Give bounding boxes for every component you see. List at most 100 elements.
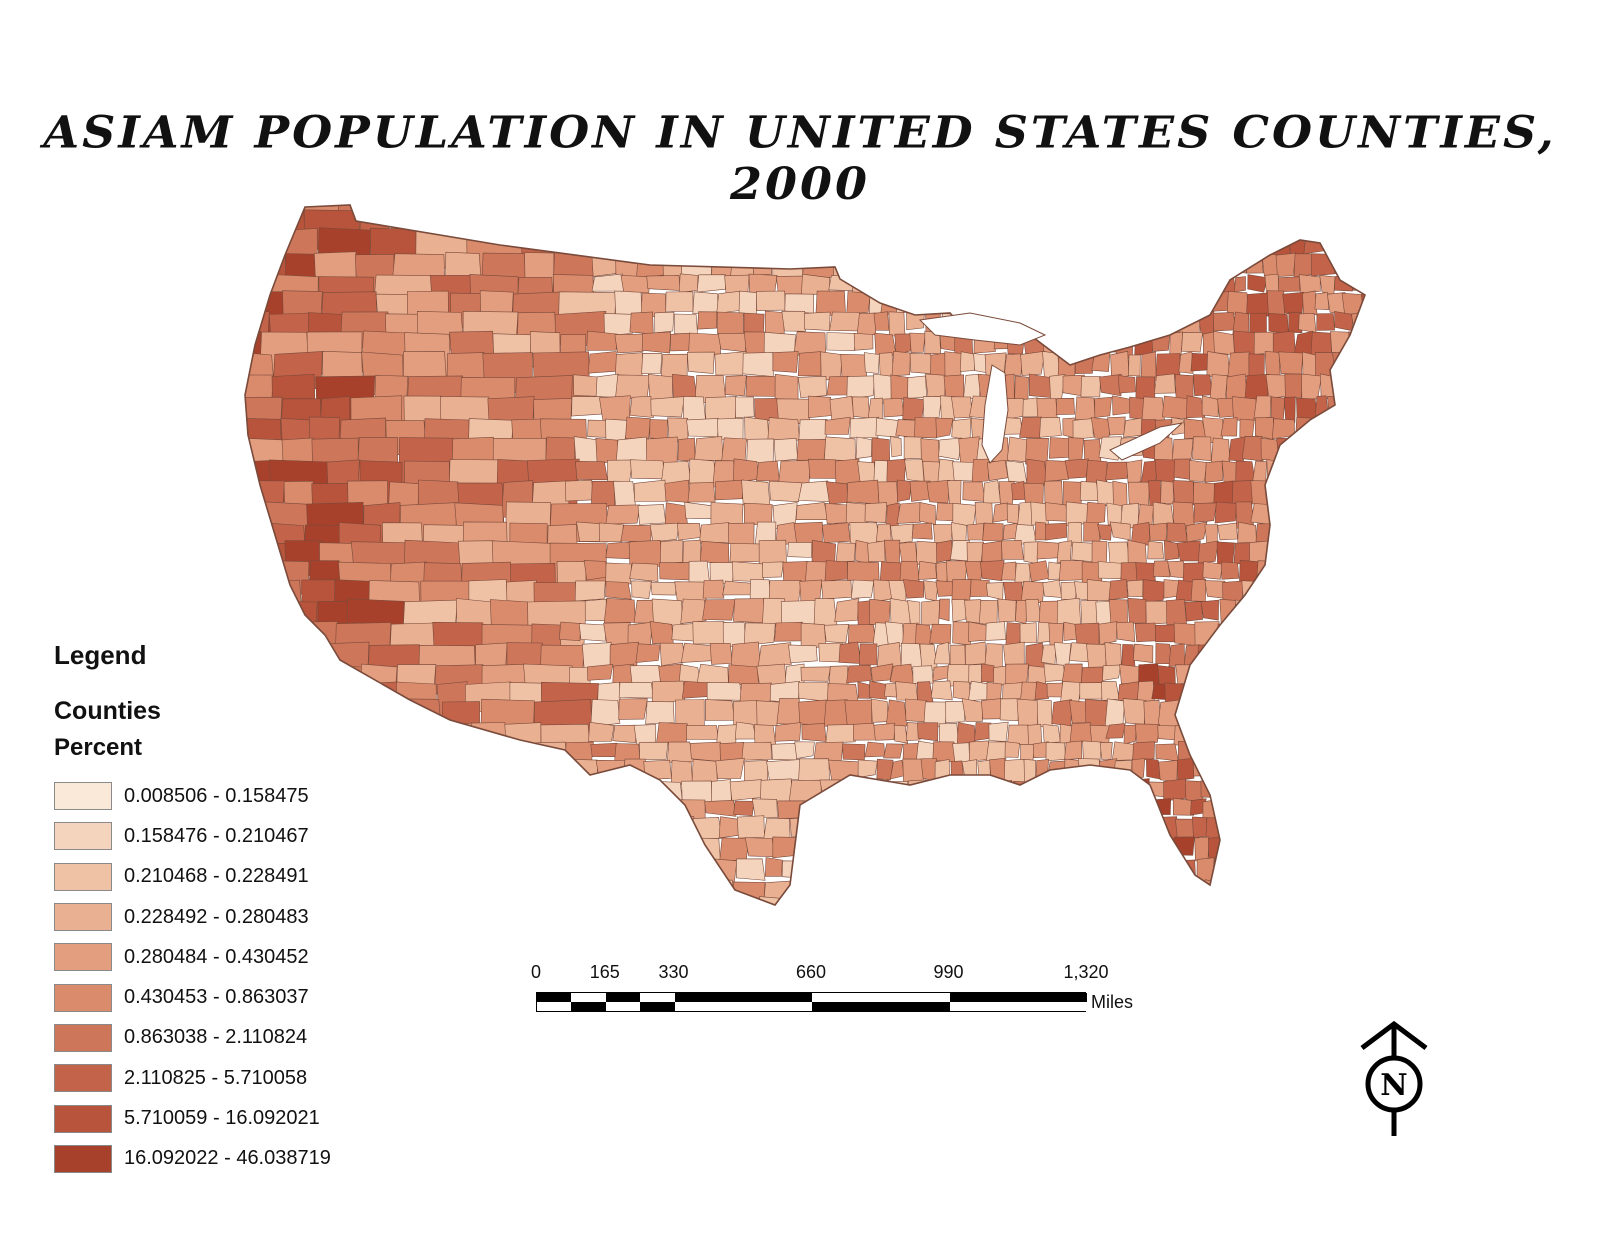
county-polygon [1285,881,1304,899]
county-polygon [999,698,1021,721]
county-polygon [1220,680,1238,701]
county-polygon [704,699,735,721]
county-polygon [1105,461,1130,481]
county-polygon [1413,543,1420,560]
county-polygon [1094,817,1118,839]
county-polygon [1301,622,1324,646]
county-polygon [1195,895,1217,905]
county-polygon [438,722,475,767]
north-letter: N [1380,1068,1407,1103]
county-polygon [1342,481,1358,502]
county-polygon [701,205,733,215]
county-polygon [883,539,901,564]
legend-swatch [54,1064,112,1093]
county-polygon [776,698,801,725]
county-polygon [630,459,665,480]
county-polygon [1161,205,1181,213]
county-polygon [870,663,894,682]
county-polygon [1100,275,1118,297]
county-polygon [568,780,596,802]
county-polygon [1406,645,1421,664]
county-polygon [1390,643,1403,665]
county-polygon [1313,780,1333,800]
county-polygon [1314,292,1330,311]
county-polygon [1232,205,1255,210]
county-polygon [637,504,667,525]
county-polygon [842,743,866,761]
county-polygon [835,458,861,486]
county-polygon [983,480,1001,504]
county-polygon [1039,417,1062,438]
county-polygon [886,205,908,210]
county-polygon [1296,397,1318,420]
county-polygon [731,212,758,235]
county-polygon [1173,622,1197,647]
county-polygon [1172,797,1195,816]
county-polygon [745,375,778,397]
county-polygon [578,623,607,642]
county-polygon [1360,396,1365,421]
county-polygon [1319,858,1335,885]
county-polygon [846,375,876,400]
county-polygon [964,208,982,232]
county-polygon [1123,724,1137,745]
county-polygon [952,896,976,905]
county-polygon [1383,563,1403,582]
county-polygon [788,644,818,664]
county-polygon [892,209,911,229]
county-polygon [1356,879,1365,897]
county-polygon [1227,351,1251,378]
county-polygon [756,290,786,312]
county-polygon [1332,351,1352,379]
county-polygon [592,778,622,803]
county-polygon [626,895,649,905]
county-polygon [1222,580,1245,602]
county-polygon [1229,758,1252,786]
county-polygon [1231,396,1257,421]
county-polygon [917,722,939,742]
county-polygon [1003,353,1023,376]
county-polygon [1008,895,1031,905]
county-polygon [716,290,742,314]
county-polygon [1391,623,1411,648]
county-polygon [801,722,827,742]
county-polygon [1319,722,1340,744]
county-polygon [822,837,854,861]
county-polygon [1249,682,1270,703]
county-polygon [1236,622,1252,651]
county-polygon [1369,859,1391,878]
county-polygon [1409,580,1420,604]
county-polygon [646,275,681,291]
county-polygon [903,816,924,837]
county-polygon [1020,681,1037,702]
county-polygon [1186,680,1211,701]
county-polygon [776,208,797,232]
county-polygon [876,758,894,781]
county-polygon [1166,522,1188,543]
county-polygon [1158,228,1180,258]
county-polygon [697,311,718,330]
county-polygon [1212,742,1234,765]
county-polygon [1026,896,1051,905]
county-polygon [664,479,690,503]
county-polygon [1133,643,1154,663]
county-polygon [1152,560,1171,578]
county-polygon [840,353,868,379]
county-polygon [1179,310,1201,335]
county-polygon [565,741,594,763]
county-polygon [702,599,736,621]
county-polygon [800,666,831,682]
county-polygon [1343,524,1363,547]
county-polygon [670,837,691,858]
county-polygon [664,502,689,527]
county-polygon [1071,541,1095,563]
county-polygon [699,522,730,544]
county-polygon [1344,436,1365,464]
county-polygon [797,375,827,399]
county-polygon [666,741,694,763]
county-polygon [1216,541,1235,565]
county-polygon [590,699,621,727]
scale-bar-segment [812,993,950,1002]
county-polygon [1009,253,1030,275]
county-polygon [1366,331,1385,356]
